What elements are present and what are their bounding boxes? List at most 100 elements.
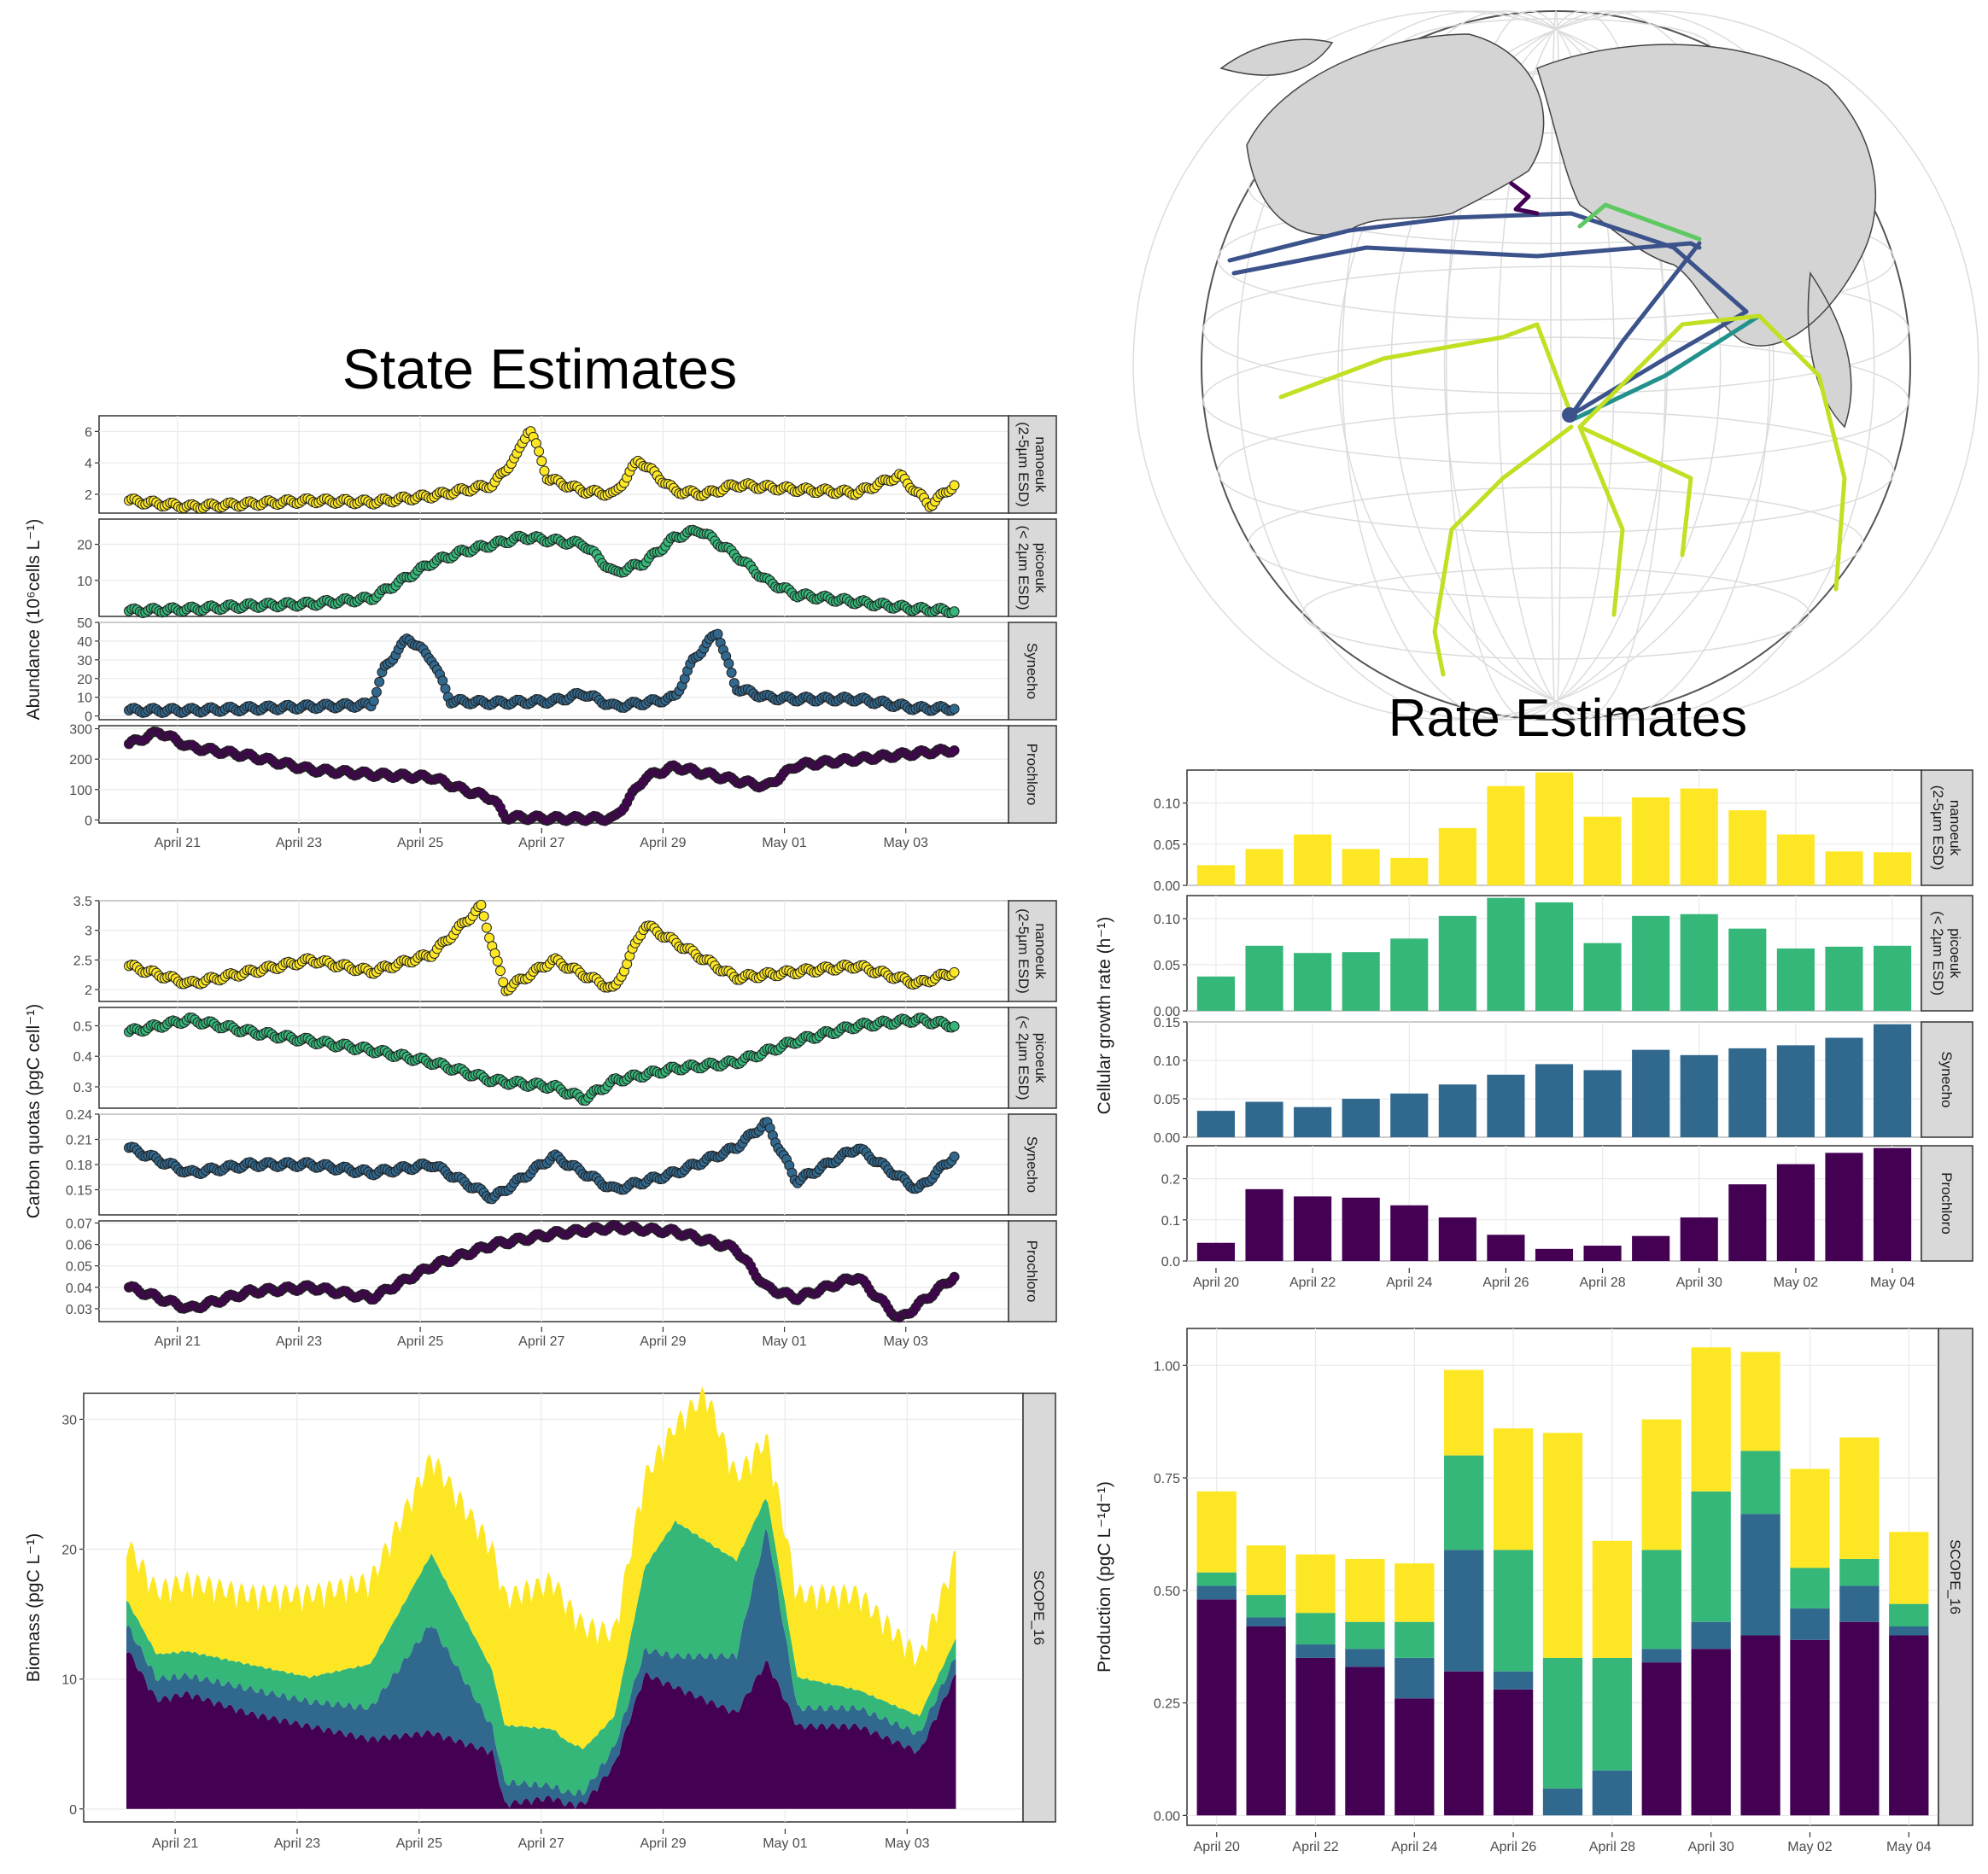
facet-label-text: (< 2µm ESD) bbox=[1015, 525, 1032, 610]
growth-bar-picoeuk bbox=[1776, 948, 1815, 1011]
production-bar-prochloro bbox=[1740, 1635, 1780, 1816]
production-bar-synecho bbox=[1839, 1585, 1880, 1622]
growth-picoeuk-ytick-label: 0.10 bbox=[1154, 913, 1180, 927]
growth-bar-nanoeuk bbox=[1776, 834, 1815, 885]
growth-bar-prochloro bbox=[1245, 1188, 1283, 1261]
globe-meridian bbox=[1132, 10, 1775, 721]
production-bar-picoeuk bbox=[1691, 1491, 1731, 1622]
abundance-prochloro-ytick-label: 100 bbox=[69, 784, 92, 798]
growth-prochloro-ytick-label: 0.0 bbox=[1161, 1255, 1180, 1270]
growth-bar-synecho bbox=[1342, 1099, 1380, 1137]
carbon-quota-xtick-label: April 29 bbox=[640, 1334, 686, 1349]
growth-prochloro-ytick-label: 0.1 bbox=[1161, 1214, 1180, 1229]
production-bar-nanoeuk bbox=[1740, 1351, 1780, 1451]
production-bar-prochloro bbox=[1691, 1649, 1731, 1816]
biomass-xtick-label: April 21 bbox=[152, 1836, 198, 1851]
carbon-quota-synecho-ytick-label: 0.21 bbox=[66, 1134, 92, 1148]
production-bar-picoeuk bbox=[1493, 1550, 1534, 1672]
growth-synecho-ytick-label: 0.05 bbox=[1154, 1093, 1180, 1107]
growth-prochloro-strip bbox=[1921, 1145, 1973, 1262]
growth-bar-prochloro bbox=[1438, 1217, 1476, 1261]
biomass-xtick-label: April 27 bbox=[518, 1836, 564, 1851]
growth-bar-picoeuk bbox=[1245, 945, 1283, 1011]
production-ytick-label: 1.00 bbox=[1154, 1359, 1180, 1374]
production-bar-picoeuk bbox=[1790, 1568, 1830, 1608]
abundance-synecho-strip-label: Synecho bbox=[1024, 643, 1040, 699]
globe-cruise-track bbox=[1577, 424, 1625, 617]
carbon-quota-xtick-label: May 01 bbox=[762, 1334, 807, 1349]
growth-xtick-label: April 28 bbox=[1579, 1276, 1625, 1290]
carbon-quota-nanoeuk-point bbox=[492, 955, 503, 966]
abundance-panel-nanoeuk bbox=[98, 415, 1009, 514]
production-bar-prochloro bbox=[1641, 1662, 1681, 1816]
globe-parallel bbox=[1202, 336, 1909, 465]
growth-bar-picoeuk bbox=[1196, 976, 1236, 1011]
production-bar-synecho bbox=[1889, 1626, 1929, 1636]
production-bar-nanoeuk bbox=[1542, 1433, 1583, 1658]
production-bar-synecho bbox=[1493, 1671, 1534, 1690]
growth-synecho-strip-label: Synecho bbox=[1938, 1051, 1955, 1107]
production-bar-nanoeuk bbox=[1641, 1419, 1681, 1550]
growth-xtick-label: April 26 bbox=[1482, 1276, 1529, 1290]
growth-bar-nanoeuk bbox=[1196, 865, 1236, 885]
carbon-quota-picoeuk-ytick-label: 0.5 bbox=[73, 1019, 92, 1034]
production-xtick-label: May 04 bbox=[1886, 1840, 1932, 1854]
globe-cruise-track bbox=[1577, 313, 1762, 429]
growth-bar-picoeuk bbox=[1825, 946, 1863, 1011]
production-bar-picoeuk bbox=[1839, 1558, 1880, 1586]
growth-bar-synecho bbox=[1583, 1070, 1622, 1137]
production-bar-picoeuk bbox=[1592, 1657, 1633, 1771]
biomass-xtick-label: May 03 bbox=[885, 1836, 930, 1851]
growth-synecho-ytick-label: 0.00 bbox=[1154, 1131, 1180, 1146]
abundance-prochloro-ytick-label: 200 bbox=[69, 753, 92, 768]
growth-bar-nanoeuk bbox=[1632, 797, 1670, 885]
production-bar-nanoeuk bbox=[1295, 1554, 1336, 1614]
production-bar-synecho bbox=[1592, 1770, 1633, 1816]
carbon-quota-prochloro-ytick-label: 0.07 bbox=[66, 1217, 92, 1232]
abundance-nanoeuk-ytick-label: 6 bbox=[85, 425, 92, 440]
biomass-ytick-label: 10 bbox=[61, 1673, 77, 1688]
production-bar-picoeuk bbox=[1740, 1451, 1780, 1515]
production-bar-prochloro bbox=[1395, 1698, 1435, 1816]
growth-bar-nanoeuk bbox=[1680, 788, 1718, 885]
growth-bar-prochloro bbox=[1342, 1197, 1380, 1261]
growth-bar-prochloro bbox=[1825, 1153, 1863, 1261]
growth-xtick-label: April 24 bbox=[1386, 1276, 1432, 1290]
globe-station-marker bbox=[1562, 407, 1577, 423]
carbon-quota-synecho-strip bbox=[1008, 1113, 1057, 1216]
globe-parallel bbox=[1217, 197, 1895, 321]
growth-nanoeuk-strip-label: nanoeuk(2-5µm ESD) bbox=[1930, 785, 1963, 871]
facet-label-text: (< 2µm ESD) bbox=[1930, 911, 1946, 995]
abundance-nanoeuk-point bbox=[949, 480, 960, 491]
biomass-area-prochloro bbox=[126, 1652, 956, 1809]
biomass-xtick-label: April 25 bbox=[396, 1836, 442, 1851]
production-bar-nanoeuk bbox=[1196, 1491, 1237, 1573]
biomass-area-synecho bbox=[126, 1527, 956, 1809]
carbon-quota-nanoeuk-point bbox=[476, 900, 487, 911]
biomass-ylabel: Biomass (pgC L⁻¹) bbox=[24, 1533, 44, 1682]
growth-bar-synecho bbox=[1776, 1045, 1815, 1137]
growth-picoeuk-strip bbox=[1921, 895, 1973, 1012]
abundance-synecho-point bbox=[949, 703, 960, 715]
biomass-strip-label: SCOPE_16 bbox=[1031, 1570, 1047, 1645]
biomass-ytick-label: 20 bbox=[61, 1544, 77, 1558]
biomass-xtick-label: April 29 bbox=[640, 1836, 686, 1851]
facet-label-text: Synecho bbox=[1024, 1136, 1040, 1193]
biomass-xtick-label: May 01 bbox=[763, 1836, 808, 1851]
growth-bar-synecho bbox=[1728, 1048, 1767, 1137]
carbon-quota-nanoeuk-ytick-label: 2.5 bbox=[73, 954, 92, 968]
abundance-prochloro-point bbox=[949, 745, 960, 756]
production-strip-label: SCOPE_16 bbox=[1947, 1539, 1963, 1614]
abundance-synecho-point bbox=[374, 676, 385, 687]
production-bar-synecho bbox=[1345, 1649, 1385, 1667]
production-bar-synecho bbox=[1691, 1621, 1731, 1649]
biomass-ytick-label: 0 bbox=[69, 1803, 77, 1818]
carbon-quota-nanoeuk-point bbox=[481, 922, 492, 933]
carbon-quota-xtick-label: April 21 bbox=[155, 1334, 201, 1349]
growth-bar-nanoeuk bbox=[1390, 857, 1429, 885]
globe-meridian bbox=[1443, 10, 1771, 721]
production-bar-nanoeuk bbox=[1444, 1369, 1484, 1456]
production-ytick-label: 0.50 bbox=[1154, 1585, 1180, 1599]
globe-meridian bbox=[1237, 10, 1722, 721]
growth-bar-nanoeuk bbox=[1487, 785, 1525, 885]
